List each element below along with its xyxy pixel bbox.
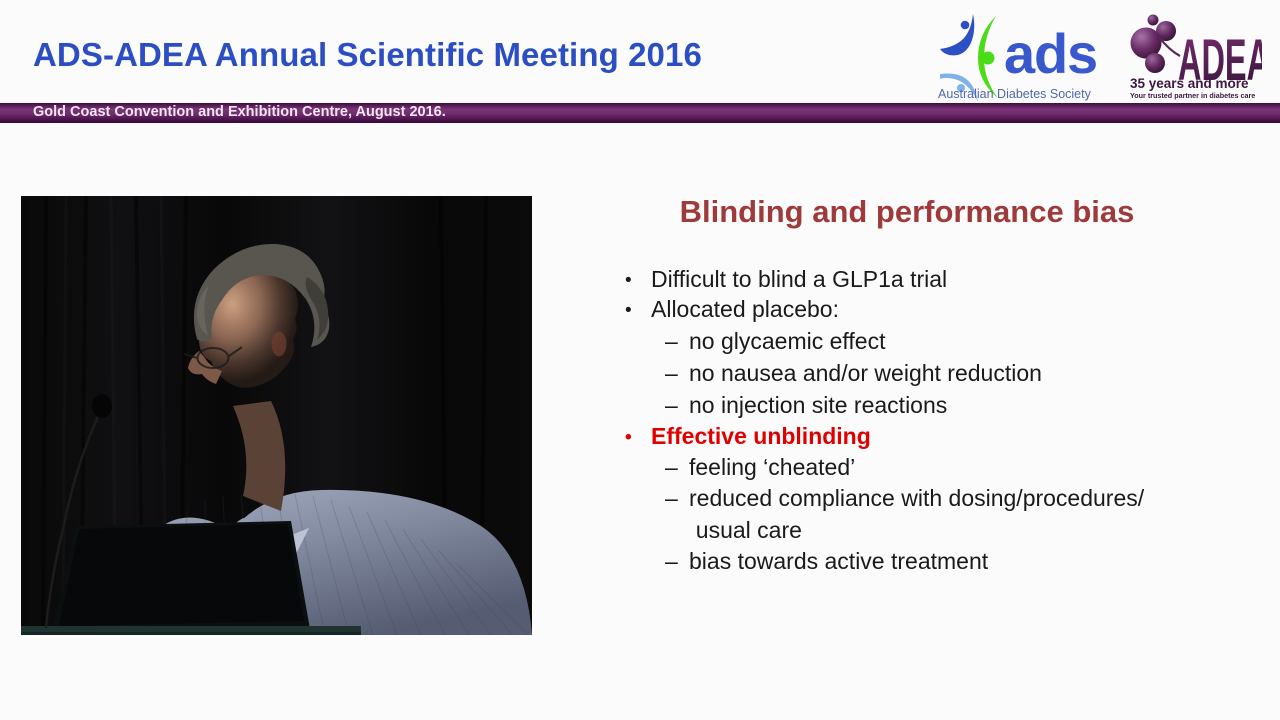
svg-text:35 years and more: 35 years and more [1130, 76, 1249, 91]
svg-text:Your trusted partner in diabet: Your trusted partner in diabetes care [1130, 91, 1255, 100]
svg-text:Australian Diabetes Society: Australian Diabetes Society [938, 87, 1092, 101]
svg-text:ads: ads [1004, 22, 1097, 85]
